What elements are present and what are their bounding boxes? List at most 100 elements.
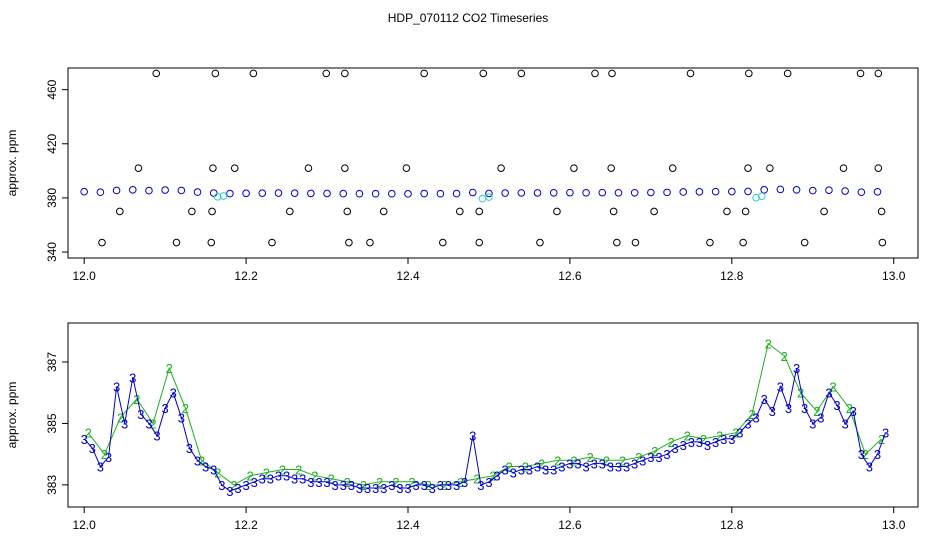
point-marker: 3 xyxy=(299,472,306,487)
point-marker: 3 xyxy=(453,478,460,493)
point xyxy=(177,186,186,195)
point-marker: 3 xyxy=(566,456,573,471)
point-marker: 3 xyxy=(477,478,484,493)
point xyxy=(800,238,809,247)
point-marker: 3 xyxy=(145,416,152,431)
point-marker: 3 xyxy=(607,459,614,474)
point xyxy=(533,189,542,197)
point xyxy=(501,189,509,197)
point-marker: 2 xyxy=(829,380,836,395)
point-marker: 3 xyxy=(615,459,622,474)
point-marker: 3 xyxy=(129,370,136,385)
plot-frame xyxy=(67,322,919,508)
point xyxy=(478,194,487,203)
point xyxy=(607,164,615,172)
point-marker: 3 xyxy=(817,410,824,425)
point xyxy=(614,188,623,197)
point-marker: 3 xyxy=(769,404,776,419)
point xyxy=(188,207,196,216)
point xyxy=(760,185,768,194)
point-marker: 3 xyxy=(858,447,865,462)
point xyxy=(404,190,412,198)
point-marker: 2 xyxy=(166,361,173,376)
point xyxy=(379,207,388,216)
point xyxy=(258,189,267,197)
point-marker: 3 xyxy=(591,456,598,471)
point-marker: 3 xyxy=(526,463,533,478)
point-marker: 2 xyxy=(635,450,642,465)
point-marker: 3 xyxy=(720,432,727,447)
point-marker: 2 xyxy=(538,456,545,471)
point xyxy=(739,238,747,247)
point-marker: 3 xyxy=(267,472,274,487)
point-marker: 3 xyxy=(785,401,792,416)
point-marker: 3 xyxy=(323,475,330,490)
point xyxy=(711,187,720,196)
point xyxy=(112,186,121,195)
point-marker: 2 xyxy=(149,416,156,431)
point xyxy=(536,238,544,247)
point-marker: 2 xyxy=(247,469,254,484)
point-marker: 3 xyxy=(550,463,557,478)
point xyxy=(307,189,315,198)
point-marker: 3 xyxy=(631,456,638,471)
point xyxy=(439,238,447,247)
point-marker: 2 xyxy=(295,463,302,478)
point xyxy=(553,207,561,216)
point-marker: 2 xyxy=(376,475,383,490)
point xyxy=(598,188,607,197)
point-marker: 2 xyxy=(198,453,205,468)
point xyxy=(211,69,220,78)
point-marker: 3 xyxy=(429,481,436,496)
point-marker: 3 xyxy=(599,456,606,471)
point-marker: 2 xyxy=(813,404,820,419)
point-marker: 3 xyxy=(639,453,646,468)
point-marker: 3 xyxy=(412,478,419,493)
point xyxy=(776,185,785,194)
point-marker: 2 xyxy=(522,459,529,474)
point-marker: 2 xyxy=(327,472,334,487)
point-marker: 2 xyxy=(684,429,691,444)
x-tick-label: 13.0 xyxy=(882,518,906,532)
point-marker: 3 xyxy=(153,429,160,444)
point xyxy=(479,69,488,78)
point xyxy=(485,189,493,198)
point xyxy=(388,189,396,198)
point xyxy=(668,164,677,172)
point xyxy=(878,238,887,247)
point-marker: 3 xyxy=(850,404,857,419)
point xyxy=(582,188,590,197)
point xyxy=(808,186,817,195)
point xyxy=(207,238,216,247)
point-marker: 3 xyxy=(647,450,654,465)
chart-title: HDP_070112 CO2 Timeseries xyxy=(388,11,549,25)
point-marker: 3 xyxy=(283,469,290,484)
point xyxy=(745,69,753,78)
point xyxy=(274,189,283,197)
panel: 12.0 12.2 12.4 12.6 12.8 13.0 383 385 387 approx.… xyxy=(5,322,919,532)
point-marker: 3 xyxy=(680,438,687,453)
point-marker: 3 xyxy=(291,472,298,487)
point xyxy=(209,189,218,197)
point-marker: 3 xyxy=(194,453,201,468)
point-marker: 2 xyxy=(603,453,610,468)
point-marker: 3 xyxy=(242,478,249,493)
point-marker: 3 xyxy=(137,407,144,422)
point xyxy=(792,185,801,194)
point-marker: 2 xyxy=(862,447,869,462)
point xyxy=(856,69,865,78)
y-tick-label: 340 xyxy=(45,242,59,262)
point-marker: 3 xyxy=(809,416,816,431)
point xyxy=(209,164,217,172)
point xyxy=(213,193,222,201)
point-marker: 3 xyxy=(89,441,96,456)
point-marker: 3 xyxy=(574,456,581,471)
point-marker: 3 xyxy=(121,416,128,431)
x-tick-label: 12.8 xyxy=(720,269,744,283)
point-marker: 3 xyxy=(866,459,873,474)
point-marker: 2 xyxy=(117,410,124,425)
point xyxy=(145,186,153,195)
point-marker: 3 xyxy=(825,386,832,401)
series-line xyxy=(87,342,882,486)
